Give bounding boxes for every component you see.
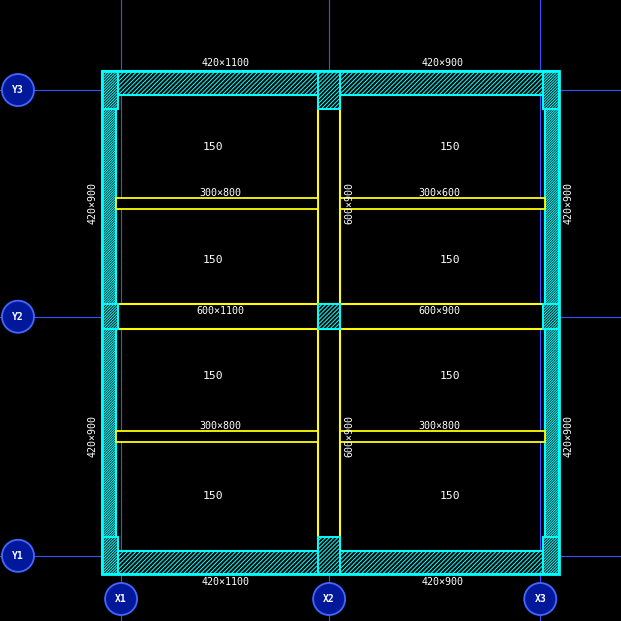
Bar — [545, 95, 559, 551]
Text: 420×900: 420×900 — [564, 183, 574, 224]
Text: 300×800: 300×800 — [199, 188, 241, 197]
Bar — [102, 551, 559, 574]
Bar — [543, 304, 559, 329]
Text: Y3: Y3 — [12, 85, 24, 95]
Bar — [340, 197, 545, 209]
Text: 150: 150 — [440, 255, 460, 265]
Text: 150: 150 — [203, 491, 224, 501]
Circle shape — [105, 583, 137, 615]
Bar — [543, 537, 559, 574]
Bar — [102, 304, 118, 329]
Bar — [102, 71, 118, 109]
Bar — [102, 551, 559, 574]
Bar — [318, 304, 340, 329]
Text: 150: 150 — [203, 255, 224, 265]
Text: 420×1100: 420×1100 — [201, 578, 249, 587]
Bar — [318, 95, 340, 304]
Text: 420×900: 420×900 — [564, 415, 574, 457]
Text: 420×900: 420×900 — [422, 578, 464, 587]
Circle shape — [524, 583, 556, 615]
Bar — [102, 304, 118, 329]
Bar — [318, 71, 340, 109]
Text: 420×900: 420×900 — [88, 183, 97, 224]
Bar — [318, 71, 340, 109]
Bar — [116, 304, 340, 329]
Bar — [340, 431, 545, 442]
Text: 300×800: 300×800 — [419, 420, 461, 431]
Bar — [102, 71, 559, 95]
Bar — [318, 329, 340, 551]
Bar — [116, 431, 318, 442]
Bar — [102, 537, 118, 574]
Bar — [102, 71, 559, 574]
Bar — [543, 71, 559, 109]
Text: 150: 150 — [440, 142, 460, 152]
Text: 150: 150 — [440, 371, 460, 381]
Text: 420×900: 420×900 — [422, 58, 464, 68]
Bar — [543, 71, 559, 109]
Bar — [318, 537, 340, 574]
Text: 600×900: 600×900 — [344, 415, 355, 457]
Text: 600×900: 600×900 — [344, 183, 355, 224]
Bar — [102, 71, 559, 95]
Circle shape — [2, 301, 34, 333]
Text: 300×600: 300×600 — [419, 188, 461, 197]
Bar — [318, 537, 340, 574]
Bar — [102, 95, 116, 551]
Text: X3: X3 — [535, 594, 546, 604]
Bar — [102, 95, 116, 551]
Circle shape — [2, 74, 34, 106]
Text: Y1: Y1 — [12, 551, 24, 561]
Circle shape — [313, 583, 345, 615]
Bar — [545, 95, 559, 551]
Bar — [102, 71, 118, 109]
Bar — [318, 304, 340, 329]
Text: 600×1100: 600×1100 — [196, 306, 244, 315]
Bar — [116, 197, 318, 209]
Text: 420×900: 420×900 — [88, 415, 97, 457]
Text: 150: 150 — [440, 491, 460, 501]
Bar — [543, 537, 559, 574]
Bar — [102, 537, 118, 574]
Text: 420×1100: 420×1100 — [201, 58, 249, 68]
Text: Y2: Y2 — [12, 312, 24, 322]
Text: 150: 150 — [203, 371, 224, 381]
Text: 300×800: 300×800 — [199, 420, 241, 431]
Text: 150: 150 — [203, 142, 224, 152]
Text: X2: X2 — [324, 594, 335, 604]
Bar — [318, 304, 545, 329]
Text: X1: X1 — [116, 594, 127, 604]
Bar — [543, 304, 559, 329]
Text: 600×900: 600×900 — [419, 306, 461, 315]
Circle shape — [2, 540, 34, 572]
